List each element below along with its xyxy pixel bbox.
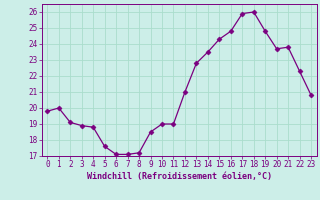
- X-axis label: Windchill (Refroidissement éolien,°C): Windchill (Refroidissement éolien,°C): [87, 172, 272, 181]
